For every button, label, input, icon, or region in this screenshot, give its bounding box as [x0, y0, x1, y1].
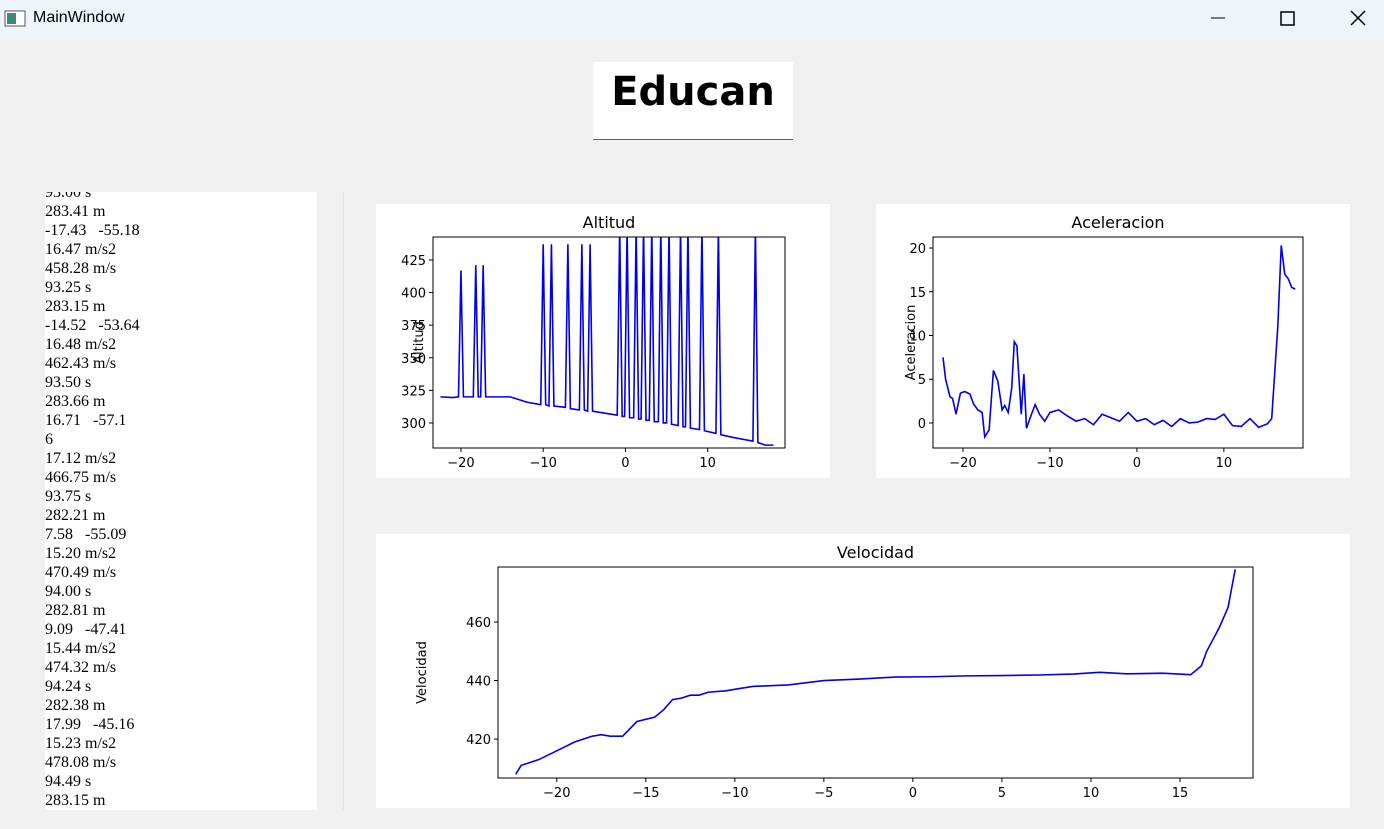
chart-title: Aceleracion [1071, 213, 1164, 232]
log-list: 93.00 s 283.41 m -17.43 -55.18 16.47 m/s2 45… [45, 192, 317, 810]
x-tick-label: 10 [699, 456, 716, 471]
y-tick-label: 420 [466, 733, 491, 748]
log-line: 283.66 m [45, 393, 106, 410]
y-axis-label: Velocidad [415, 641, 430, 704]
chart-panel: Altitud Altitud −20 −10 0 10 300 325 350 375 400 42… [376, 204, 830, 478]
log-line: 478.08 m/s [45, 754, 117, 771]
x-tick-label: −10 [721, 786, 748, 801]
window-controls [4, 10, 1366, 27]
log-line: 16.47 m/s2 [45, 241, 117, 258]
y-tick-label: 10 [909, 330, 926, 345]
chart-panel: Velocidad Velocidad −20 −15 −10 −5 0 5 10 15 420 44… [376, 534, 1350, 808]
title-bar: MainWindow [0, 0, 1384, 40]
log-line: 466.75 m/s [45, 469, 117, 486]
log-line: 7.58 -55.09 [45, 526, 127, 543]
log-line: 17.99 -45.16 [45, 716, 135, 733]
y-axis-label: Altitud [412, 321, 427, 364]
log-content: 93.00 s 283.41 m -17.43 -55.18 16.47 m/s2 45… [45, 192, 317, 810]
y-tick-label: 425 [401, 254, 426, 269]
y-tick-label: 0 [918, 417, 926, 432]
chart: Altitud Altitud −20 −10 0 10 300 325 350 375 400 42… [401, 213, 786, 471]
y-tick-label: 300 [401, 417, 426, 432]
data-line [942, 245, 1296, 440]
y-tick-label: 440 [466, 675, 491, 690]
log-line: 15.44 m/s2 [45, 640, 117, 657]
log-line: 283.15 m [45, 298, 106, 315]
x-tick-label: −15 [632, 786, 659, 801]
log-line: 16.71 -57.1 [45, 412, 127, 429]
x-tick-label: −10 [529, 456, 556, 471]
log-line: 283.15 m [45, 792, 106, 809]
log-line: 16.48 m/s2 [45, 336, 117, 353]
log-line: 15.20 m/s2 [45, 545, 117, 562]
app-icon-part [7, 13, 16, 24]
y-tick-label: 325 [401, 384, 426, 399]
y-tick-label: 375 [401, 319, 426, 334]
plot-frame [932, 236, 1304, 449]
chart-title: Altitud [583, 213, 636, 232]
x-tick-label: 0 [909, 786, 917, 801]
chart-title: Velocidad [837, 543, 914, 562]
data-line [515, 569, 1236, 775]
y-tick-label: 5 [918, 373, 926, 388]
y-tick-label: 15 [909, 286, 926, 301]
x-tick-label: −20 [543, 786, 570, 801]
chart: Velocidad Velocidad −20 −15 −10 −5 0 5 10 15 420 44… [415, 543, 1254, 801]
chart-panel: Aceleracion Aceleracion −20 −10 0 10 0 5 10 15 20 [876, 204, 1350, 478]
y-tick-label: 350 [401, 352, 426, 367]
log-line: 93.50 s [45, 374, 92, 391]
x-tick-label: 0 [621, 456, 629, 471]
maximize[interactable] [1280, 11, 1295, 26]
log-line: 6 [45, 431, 53, 448]
x-tick-label: 15 [1172, 786, 1189, 801]
chart: Aceleracion Aceleracion −20 −10 0 10 0 5 10 15 20 [904, 213, 1304, 471]
log-line: 458.28 m/s [45, 260, 117, 277]
x-tick-label: 0 [1133, 456, 1141, 471]
log-line: 94.00 s [45, 583, 92, 600]
y-tick-label: 20 [909, 242, 926, 257]
scroll-area [317, 192, 344, 810]
log-line: -17.43 -55.18 [45, 222, 140, 239]
log-line: 94.24 s [45, 678, 92, 695]
x-tick-label: 10 [1216, 456, 1233, 471]
close[interactable] [1350, 10, 1366, 26]
log-line: 93.25 s [45, 279, 92, 296]
log-line: 282.21 m [45, 507, 106, 524]
log-line: 282.38 m [45, 697, 106, 714]
data-line [440, 237, 774, 446]
log-line: 17.12 m/s2 [45, 450, 117, 467]
log-line: 9.09 -47.41 [45, 621, 127, 638]
x-tick-label: −20 [447, 456, 474, 471]
x-tick-label: −10 [1036, 456, 1063, 471]
x-tick-label: −20 [949, 456, 976, 471]
y-tick-label: 460 [466, 616, 491, 631]
window-title: MainWindow [33, 9, 125, 26]
plot-frame [497, 566, 1254, 779]
plot-frame [432, 236, 786, 449]
heading: Educan [593, 62, 793, 140]
log-line: 94.49 s [45, 773, 92, 790]
log-line: 15.23 m/s2 [45, 735, 117, 752]
log-line: 93.00 s [45, 192, 92, 201]
log-line: 474.32 m/s [45, 659, 117, 676]
x-tick-label: 5 [998, 786, 1006, 801]
y-axis-label: Aceleracion [904, 305, 919, 381]
y-tick-label: 400 [401, 287, 426, 302]
log-line: 283.41 m [45, 203, 106, 220]
log-line: -14.52 -53.64 [45, 317, 140, 334]
x-tick-label: −5 [814, 786, 833, 801]
log-line: 470.49 m/s [45, 564, 117, 581]
x-tick-label: 10 [1083, 786, 1100, 801]
log-line: 282.81 m [45, 602, 106, 619]
log-line: 462.43 m/s [45, 355, 117, 372]
log-line: 93.75 s [45, 488, 92, 505]
